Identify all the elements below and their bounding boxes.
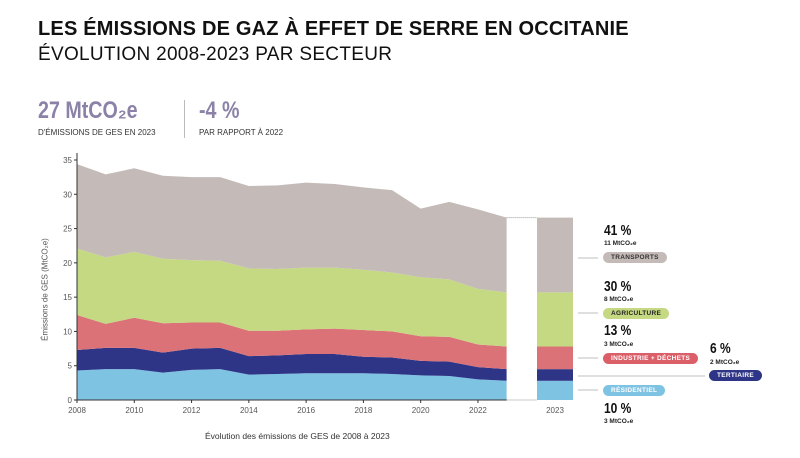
y-tick-label: 25 — [63, 225, 72, 234]
kpi-total-label: D'ÉMISSIONS DE GES EN 2023 — [38, 128, 156, 137]
kpi-total-value: 27 MtCO₂e — [38, 97, 138, 124]
pill-industrie: INDUSTRIE + DÉCHETS — [603, 353, 699, 364]
y-axis-label: Émissions de GES (MtCO₂e) — [40, 238, 50, 341]
y-tick-label: 10 — [63, 327, 72, 336]
y-tick-label: 0 — [68, 396, 73, 405]
pct-transports: 41 % — [604, 222, 632, 239]
bar-2023-agriculture — [537, 292, 573, 347]
y-tick-label: 35 — [63, 156, 72, 165]
y-tick-label: 20 — [63, 259, 72, 268]
pct-residentiel: 10 % — [604, 400, 632, 417]
amount-agriculture: 8 MtCO₂e — [604, 296, 634, 303]
x-tick-label: 2020 — [412, 406, 430, 415]
y-tick-label: 5 — [68, 362, 73, 371]
bar-2023-industrie-d-chets — [537, 346, 573, 370]
x-tick-label: 2016 — [297, 406, 315, 415]
bar-2023-r-sidentiel — [537, 380, 573, 400]
page-title: LES ÉMISSIONS DE GAZ À EFFET DE SERRE EN… — [38, 18, 629, 40]
amount-industrie: 3 MtCO₂e — [604, 341, 634, 348]
y-tick-label: 30 — [63, 190, 72, 199]
pill-transports: TRANSPORTS — [603, 252, 667, 263]
kpi-change-label: PAR RAPPORT À 2022 — [199, 128, 284, 137]
bar-2023-label: 2023 — [546, 406, 564, 415]
amount-transports: 11 MtCO₂e — [604, 240, 637, 247]
area-tertiaire — [77, 347, 507, 381]
area-industrie-d-chets — [77, 314, 507, 370]
bar-2023-tertiaire — [537, 369, 573, 381]
x-tick-label: 2010 — [125, 406, 143, 415]
kpi-change-value: -4 % — [199, 97, 240, 124]
pill-tertiaire: TERTIAIRE — [709, 370, 763, 381]
area-r-sidentiel — [77, 369, 507, 400]
x-axis-caption: Évolution des émissions de GES de 2008 à… — [205, 431, 390, 441]
amount-residentiel: 3 MtCO₂e — [604, 418, 634, 425]
x-tick-label: 2022 — [469, 406, 487, 415]
x-tick-label: 2014 — [240, 406, 258, 415]
amount-tertiaire: 2 MtCO₂e — [710, 359, 740, 366]
x-tick-label: 2018 — [355, 406, 373, 415]
pct-tertiaire: 6 % — [710, 340, 731, 357]
x-tick-label: 2008 — [68, 406, 86, 415]
pct-industrie: 13 % — [604, 322, 632, 339]
bar-2023-transports — [537, 217, 573, 293]
page-subtitle: ÉVOLUTION 2008-2023 PAR SECTEUR — [38, 44, 393, 65]
area-agriculture — [77, 248, 507, 347]
kpi-divider — [184, 100, 185, 138]
pill-residentiel: RÉSIDENTIEL — [603, 385, 666, 396]
y-tick-label: 15 — [63, 293, 72, 302]
area-transports — [77, 164, 507, 293]
pill-agriculture: AGRICULTURE — [603, 308, 670, 319]
x-tick-label: 2012 — [183, 406, 201, 415]
pct-agriculture: 30 % — [604, 278, 632, 295]
